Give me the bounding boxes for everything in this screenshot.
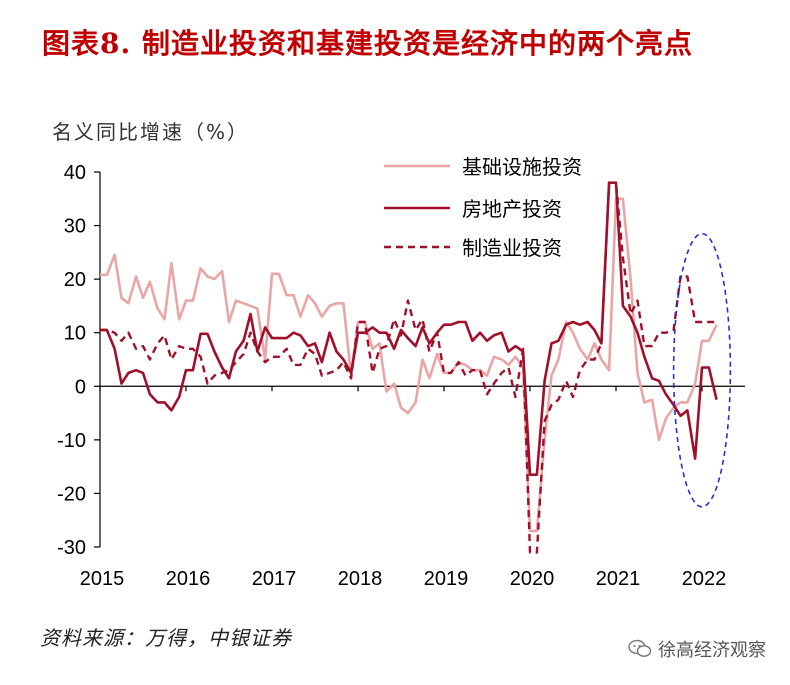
source-note: 资料来源：万得，中银证券: [40, 626, 292, 650]
x-tick-label: 2018: [338, 568, 383, 590]
series-line-2: [100, 181, 718, 477]
x-tick-label: 2017: [252, 568, 297, 590]
chart-title: 图表8. 制造业投资和基建投资是经济中的两个亮点: [42, 27, 693, 60]
y-tick-label: -10: [57, 430, 86, 452]
legend-label-3: 制造业投资: [462, 236, 562, 260]
y-tick-label: -20: [57, 483, 86, 505]
x-tick-label: 2022: [682, 568, 727, 590]
watermark-text: 徐高经济观察: [658, 640, 766, 661]
y-tick-label: 10: [64, 323, 86, 345]
watermark: 徐高经济观察: [628, 636, 766, 662]
x-tick-label: 2020: [510, 568, 555, 590]
x-tick-label: 2016: [166, 568, 211, 590]
legend-label-1: 基础设施投资: [462, 155, 582, 179]
y-axis-label: 名义同比增速（%）: [52, 120, 250, 144]
y-tick-label: -30: [57, 537, 86, 559]
x-tick-label: 2015: [80, 568, 125, 590]
series-line-1: [100, 197, 718, 533]
y-tick-label: 30: [64, 216, 86, 238]
highlight-ellipse: [672, 232, 732, 508]
y-tick-label: 0: [75, 376, 86, 398]
x-tick-label: 2019: [424, 568, 469, 590]
legend-label-2: 房地产投资: [462, 197, 562, 221]
x-tick-label: 2021: [596, 568, 641, 590]
y-tick-label: 40: [64, 162, 86, 184]
wechat-icon: [628, 639, 652, 657]
y-tick-label: 20: [64, 269, 86, 291]
series-line-3: [100, 181, 717, 554]
